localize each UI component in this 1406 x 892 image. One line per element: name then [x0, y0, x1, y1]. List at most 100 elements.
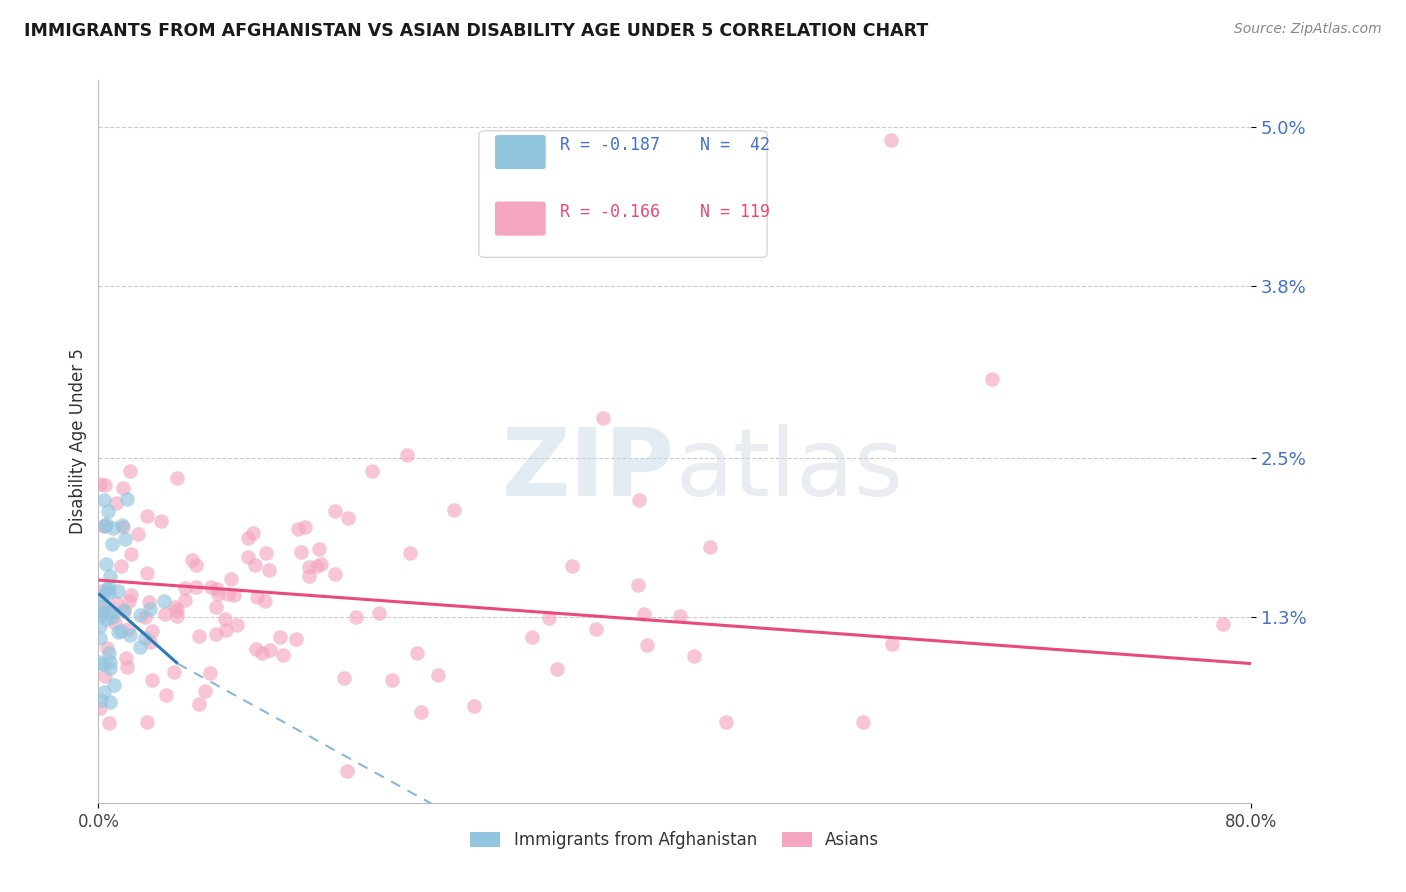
Point [94, 478, 117, 492]
Point [141, 624, 163, 639]
Point [245, 642, 267, 657]
Point [127, 527, 149, 541]
Point [110, 558, 132, 573]
Point [398, 546, 420, 560]
Point [221, 572, 243, 586]
Point [636, 638, 658, 652]
Point [166, 609, 188, 624]
Point [174, 592, 197, 607]
Text: R = -0.187    N =  42: R = -0.187 N = 42 [560, 136, 769, 154]
Point [89, 632, 111, 646]
Point [107, 584, 129, 599]
Point [138, 635, 160, 649]
Point [115, 660, 138, 674]
Point [100, 569, 122, 583]
Text: Source: ZipAtlas.com: Source: ZipAtlas.com [1234, 22, 1382, 37]
Point [94, 557, 117, 571]
Point [184, 580, 207, 594]
Point [198, 665, 221, 680]
Point [205, 627, 228, 641]
Point [107, 624, 129, 639]
Point [93, 606, 115, 620]
Point [135, 714, 157, 729]
Point [242, 526, 264, 541]
Point [287, 522, 309, 536]
Point [246, 590, 269, 604]
Point [91, 657, 114, 671]
Point [120, 589, 142, 603]
Point [120, 547, 142, 561]
Point [138, 595, 160, 609]
Point [115, 651, 138, 665]
Point [254, 546, 277, 560]
Point [271, 648, 294, 662]
Point [118, 593, 141, 607]
Point [112, 604, 135, 618]
FancyBboxPatch shape [495, 135, 546, 169]
Point [139, 602, 162, 616]
Point [592, 411, 614, 425]
Point [627, 578, 650, 592]
Point [163, 665, 186, 680]
Point [880, 133, 903, 147]
Point [103, 678, 125, 692]
Point [308, 542, 330, 557]
Point [101, 521, 124, 535]
Point [90, 583, 112, 598]
Point [174, 581, 197, 595]
Point [98, 646, 121, 660]
Point [250, 646, 273, 660]
Point [294, 519, 316, 533]
Point [166, 603, 188, 617]
Point [981, 371, 1004, 385]
Point [254, 594, 277, 608]
Point [307, 558, 329, 573]
Point [1212, 617, 1234, 632]
Point [118, 628, 141, 642]
Point [699, 540, 721, 554]
Point [96, 612, 118, 626]
Point [682, 648, 704, 663]
Point [101, 537, 124, 551]
Point [381, 673, 404, 688]
Point [100, 695, 122, 709]
Point [309, 557, 332, 571]
Point [89, 701, 111, 715]
Point [135, 566, 157, 580]
Point [112, 603, 135, 617]
FancyBboxPatch shape [479, 131, 768, 257]
Point [297, 560, 319, 574]
Point [323, 566, 346, 581]
Point [90, 599, 112, 614]
Legend: Immigrants from Afghanistan, Asians: Immigrants from Afghanistan, Asians [464, 824, 886, 856]
Point [714, 715, 737, 730]
Point [236, 531, 259, 545]
Point [323, 504, 346, 518]
Point [205, 582, 228, 596]
Point [97, 504, 120, 518]
Point [97, 581, 120, 595]
Point [336, 511, 359, 525]
Point [285, 632, 308, 646]
Point [194, 684, 217, 698]
Point [522, 630, 544, 644]
Point [110, 624, 132, 639]
Point [396, 448, 419, 462]
Point [97, 715, 120, 730]
FancyBboxPatch shape [495, 202, 546, 235]
Point [155, 689, 177, 703]
Point [117, 622, 139, 636]
Point [538, 610, 561, 624]
Point [187, 697, 209, 711]
Point [111, 517, 134, 532]
Point [115, 491, 138, 506]
Point [90, 693, 112, 707]
Point [426, 668, 449, 682]
Point [120, 464, 142, 478]
Point [561, 559, 583, 574]
Point [128, 640, 150, 655]
Point [96, 582, 118, 596]
Point [207, 587, 229, 601]
Point [100, 605, 122, 619]
Point [100, 605, 122, 619]
